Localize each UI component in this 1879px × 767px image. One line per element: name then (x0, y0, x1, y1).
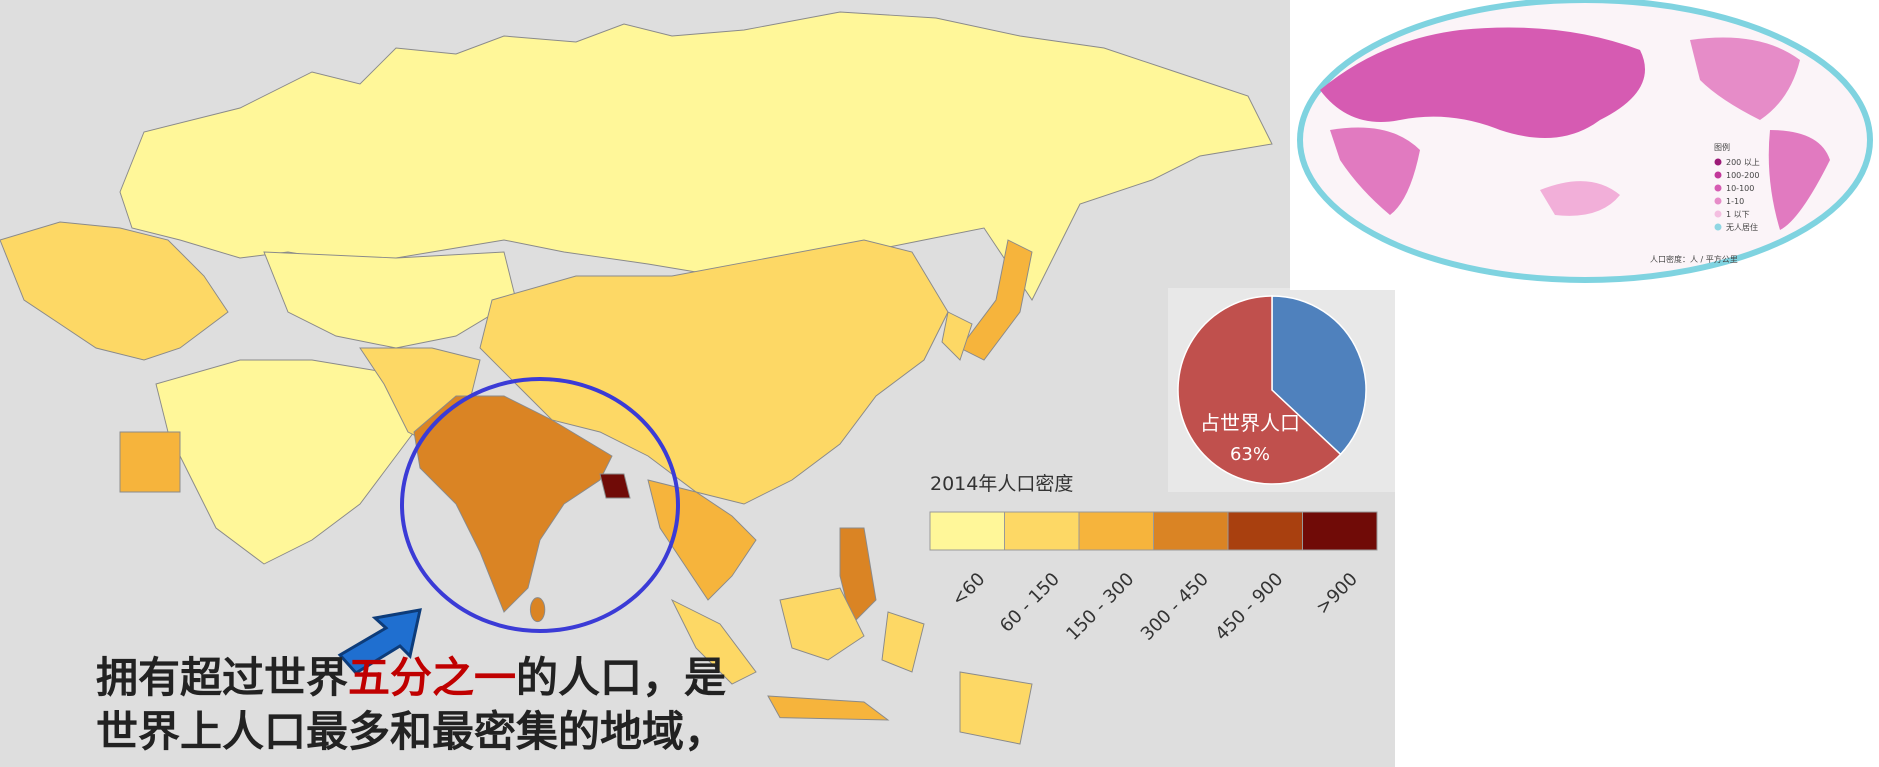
inset-legend-label: 10-100 (1726, 184, 1754, 193)
inset-legend-dot (1715, 198, 1722, 205)
egypt (120, 432, 180, 492)
legend-title: 2014年人口密度 (930, 473, 1073, 495)
inset-legend-dot (1715, 159, 1722, 166)
inset-legend-label: 无人居住 (1726, 222, 1758, 232)
inset-legend-title: 图例 (1714, 142, 1730, 152)
legend-swatch (1079, 512, 1154, 550)
caption-line: 拥有超过世界五分之一的人口，是 (96, 653, 726, 702)
caption-highlight: 五分之一 (348, 653, 516, 702)
inset-legend-dot (1715, 172, 1722, 179)
inset-legend-label: 200 以上 (1726, 158, 1760, 167)
pie-value-label: 63% (1230, 444, 1270, 465)
legend-swatch (1154, 512, 1229, 550)
caption-text: 的人口，是 (516, 653, 726, 702)
caption-text: 拥有超过世界 (96, 653, 348, 702)
inset-legend-dot (1715, 185, 1722, 192)
new-guinea (960, 672, 1032, 744)
legend-swatch (1005, 512, 1080, 550)
legend-swatch (1228, 512, 1303, 550)
inset-legend-label: 100-200 (1726, 171, 1759, 180)
inset-legend-label: 1-10 (1726, 197, 1744, 206)
inset-legend-label: 1 以下 (1726, 210, 1750, 219)
legend-swatch (930, 512, 1005, 550)
page: 占世界人口 63% 2014年人口密度 <6060 - 150150 - 300… (0, 0, 1879, 767)
caption-line: 世界上人口最多和最密集的地域， (96, 707, 726, 756)
pie-chart (1178, 296, 1366, 484)
inset-legend-dot (1715, 224, 1722, 231)
inset-note: 人口密度：人 / 平方公里 (1650, 254, 1738, 264)
pie-label: 占世界人口 (1200, 411, 1300, 435)
legend-swatch (1303, 512, 1378, 550)
inset-legend-dot (1715, 211, 1722, 218)
sri-lanka (530, 598, 544, 622)
slide: 占世界人口 63% 2014年人口密度 <6060 - 150150 - 300… (0, 0, 1879, 767)
